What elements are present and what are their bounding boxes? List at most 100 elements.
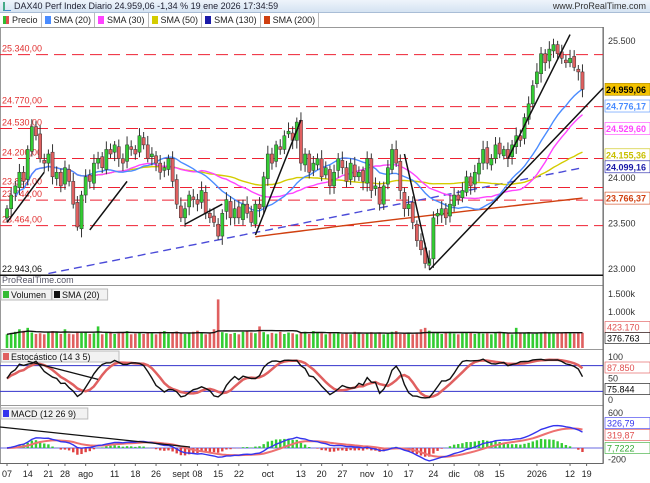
candle-body bbox=[344, 167, 349, 182]
candle-body bbox=[381, 185, 386, 205]
volume-bar bbox=[394, 331, 398, 348]
date-tick-label: oct bbox=[262, 469, 275, 479]
macd-histogram-bar bbox=[477, 440, 481, 448]
volume-bar bbox=[88, 333, 92, 348]
panel-title: Volumen bbox=[11, 290, 46, 300]
macd-histogram-bar bbox=[560, 443, 563, 448]
volume-bar bbox=[353, 331, 357, 348]
macd-histogram-bar bbox=[556, 441, 559, 448]
macd-histogram-bar bbox=[76, 448, 79, 455]
volume-bar bbox=[378, 332, 381, 348]
volume-bar bbox=[42, 334, 46, 348]
candle-body bbox=[58, 171, 63, 187]
macd-trendline bbox=[0, 426, 191, 448]
volume-bar bbox=[427, 330, 431, 348]
price-tag-box bbox=[604, 191, 650, 205]
macd-histogram-bar bbox=[204, 448, 207, 452]
candle-body bbox=[67, 169, 71, 182]
date-tick-label: 26 bbox=[151, 469, 161, 479]
macd-histogram-bar bbox=[121, 446, 125, 448]
macd-histogram-bar bbox=[535, 440, 539, 448]
volume-bar bbox=[287, 332, 290, 348]
volume-bar bbox=[187, 333, 191, 348]
volume-bar bbox=[167, 333, 170, 348]
volume-bar bbox=[316, 332, 319, 348]
macd-histogram-bar bbox=[428, 448, 431, 457]
volume-bar bbox=[581, 332, 584, 348]
volume-bar bbox=[374, 333, 377, 348]
candle-body bbox=[448, 203, 452, 217]
candle-body bbox=[46, 153, 51, 164]
panel-label: Volumen bbox=[0, 288, 52, 301]
macd-histogram-bar bbox=[486, 440, 489, 448]
panel-label-box bbox=[51, 288, 109, 301]
candle-body bbox=[464, 176, 469, 193]
legend-item[interactable]: SMA (20) bbox=[42, 13, 96, 27]
candle-body bbox=[187, 194, 192, 208]
stochastic-trendline bbox=[27, 360, 99, 380]
volume-bar bbox=[332, 333, 336, 348]
level-label: 23.744,00 bbox=[2, 189, 42, 199]
candle-body bbox=[108, 149, 113, 155]
candle-body bbox=[319, 158, 324, 178]
candle-body bbox=[394, 149, 399, 164]
macd-histogram-bar bbox=[175, 448, 178, 454]
volume-bar bbox=[552, 333, 555, 348]
macd-tick-label: 600 bbox=[608, 408, 623, 418]
date-tick-label: 07 bbox=[2, 469, 12, 479]
volume-bar bbox=[407, 332, 410, 348]
candle-body bbox=[568, 57, 572, 64]
volume-tag: 423.170 bbox=[607, 323, 640, 333]
volume-bar bbox=[444, 332, 448, 348]
volume-bar bbox=[76, 331, 79, 348]
site-link[interactable]: www.ProRealTime.com bbox=[552, 1, 646, 11]
macd-histogram-bar bbox=[332, 448, 336, 452]
macd-histogram-bar bbox=[452, 444, 456, 448]
candle-body bbox=[303, 153, 307, 166]
candle-body bbox=[261, 176, 266, 208]
volume-bar bbox=[506, 333, 510, 348]
volume-sma-line bbox=[6, 329, 583, 335]
legend-item[interactable]: SMA (50) bbox=[149, 13, 203, 27]
candle-body bbox=[5, 208, 9, 219]
volume-bar bbox=[175, 331, 179, 348]
legend-item[interactable]: SMA (30) bbox=[95, 13, 149, 27]
macd-histogram-bar bbox=[564, 444, 568, 448]
macd-histogram-bar bbox=[283, 438, 286, 448]
candle-body bbox=[241, 203, 245, 220]
candle-body bbox=[323, 167, 328, 176]
macd-histogram-bar bbox=[245, 447, 249, 448]
date-tick-label: 20 bbox=[317, 469, 327, 479]
candle-body bbox=[485, 147, 490, 164]
volume-bar bbox=[527, 332, 530, 348]
macd-histogram-bar bbox=[531, 441, 534, 448]
stochastic-tag: 87.850 bbox=[607, 363, 635, 373]
macd-histogram-bar bbox=[225, 448, 228, 450]
legend-swatch-icon bbox=[98, 16, 105, 24]
candle-body bbox=[203, 192, 208, 214]
legend-item[interactable]: SMA (200) bbox=[261, 13, 320, 27]
candle-body bbox=[253, 203, 258, 225]
legend-item[interactable]: SMA (130) bbox=[202, 13, 261, 27]
stochastic-tag-box bbox=[604, 361, 650, 374]
date-tick-label: 2026 bbox=[527, 469, 547, 479]
volume-bar bbox=[63, 329, 67, 348]
candle-body bbox=[311, 162, 316, 171]
macd-histogram-bar bbox=[490, 441, 493, 448]
panel-label-box bbox=[0, 350, 120, 363]
volume-bar bbox=[399, 333, 402, 348]
price-tag-box bbox=[604, 83, 650, 96]
macd-histogram-bar bbox=[158, 448, 162, 451]
macd-histogram-bar bbox=[469, 442, 472, 448]
macd-histogram-bar bbox=[125, 446, 129, 448]
macd-histogram-bar bbox=[105, 446, 108, 448]
macd-histogram-bar bbox=[92, 448, 96, 450]
legend-item[interactable]: Precio bbox=[0, 13, 42, 27]
volume-bar bbox=[237, 334, 241, 348]
candle-body bbox=[21, 171, 26, 182]
volume-bar bbox=[564, 332, 568, 348]
candle-body bbox=[92, 162, 96, 184]
candle-body bbox=[199, 190, 204, 203]
macd-histogram-bar bbox=[316, 448, 319, 449]
